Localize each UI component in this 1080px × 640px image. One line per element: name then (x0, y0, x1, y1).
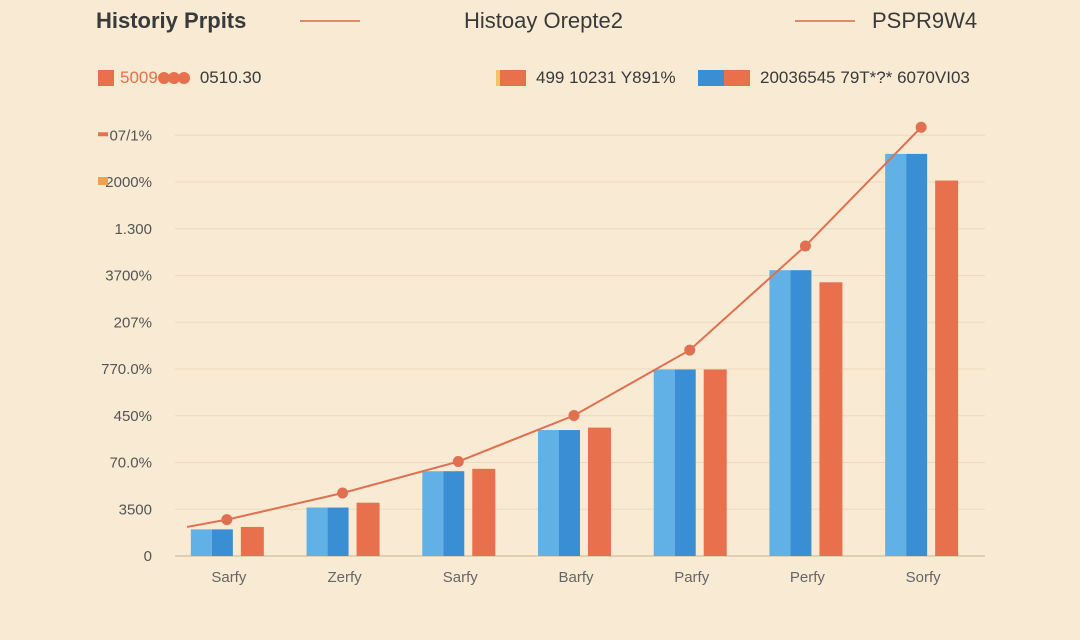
trend-point (799, 240, 811, 252)
trend-point (221, 514, 233, 526)
legend-swatch-orange (98, 70, 114, 86)
y-tick-label: 450% (114, 408, 152, 425)
legend-swatch-blue (698, 70, 724, 86)
bar-blue-dark (211, 529, 233, 556)
x-tick-label: Zerfy (327, 569, 362, 586)
left-title-rule (300, 20, 360, 22)
y-tick-label: 0 (144, 548, 152, 565)
bar-blue-dark (327, 507, 349, 556)
right-title-rule (795, 20, 855, 22)
legend-item-3: 20036545 79T*?* 6070VI03 (698, 67, 970, 89)
bar-blue-dark (790, 270, 812, 556)
legend-dots (157, 72, 190, 84)
bar-blue-dark (906, 153, 928, 556)
bar-blue-light (885, 153, 907, 556)
legend-label-2: 499 10231 Y891% (536, 68, 676, 87)
bar-orange (935, 180, 959, 557)
x-tick-label: Sarfy (211, 569, 247, 586)
trend-line (186, 126, 922, 528)
y-tick-label: 07/1% (109, 127, 152, 144)
bar-orange (588, 427, 611, 556)
bar-blue-light (769, 270, 791, 556)
bar-blue-light (190, 529, 212, 556)
legend-swatch-yellow (496, 70, 500, 86)
bar-orange (472, 468, 496, 556)
bar-blue-dark (674, 369, 696, 556)
trend-point (452, 456, 464, 468)
tick-marker (98, 132, 108, 137)
trend-point (684, 344, 696, 356)
bar-orange (703, 369, 727, 556)
bar-orange (819, 282, 843, 556)
bar-blue-dark (443, 471, 465, 556)
y-tick-label: 1.300 (114, 221, 152, 238)
legend-item-2: 499 10231 Y891% (496, 67, 676, 89)
x-tick-label: Sarfy (443, 569, 479, 586)
right-title: PSPR9W4 (872, 8, 978, 33)
bar-blue-light (306, 507, 328, 556)
legend-item-1: 5009 0510.30 (98, 67, 261, 89)
legend-swatch-orange-3 (724, 70, 750, 86)
x-tick-label: Perfy (790, 569, 826, 586)
y-tick-label: 770.0% (101, 361, 152, 378)
y-tick-label: 3700% (105, 268, 152, 285)
legend-label-1: 5009 (120, 68, 158, 87)
bar-blue-light (422, 471, 444, 556)
chart-title: Histoay Orepte2 (464, 8, 623, 33)
y-tick-label: 3500 (119, 501, 152, 518)
x-tick-label: Sorfy (906, 569, 942, 586)
y-tick-label: 70.0% (109, 455, 152, 472)
trend-point (337, 487, 349, 499)
bar-blue-light (538, 430, 559, 556)
bar-blue-light (653, 369, 675, 556)
legend-label-3: 20036545 79T*?* 6070VI03 (760, 68, 970, 87)
y-tick-label: 207% (114, 314, 152, 331)
tick-marker (98, 177, 108, 186)
y-tick-label: 2000% (105, 174, 152, 191)
bar-blue-dark (559, 430, 580, 556)
trend-point (568, 410, 580, 422)
x-tick-label: Barfy (558, 569, 594, 586)
bar-orange (240, 526, 264, 556)
bar-orange (356, 502, 380, 556)
x-tick-label: Parfy (674, 569, 710, 586)
legend-swatch-orange-2 (500, 70, 526, 86)
legend-suffix-1: 0510.30 (199, 68, 262, 87)
left-title: Historiy Prpits (96, 8, 247, 33)
trend-point (915, 121, 927, 133)
